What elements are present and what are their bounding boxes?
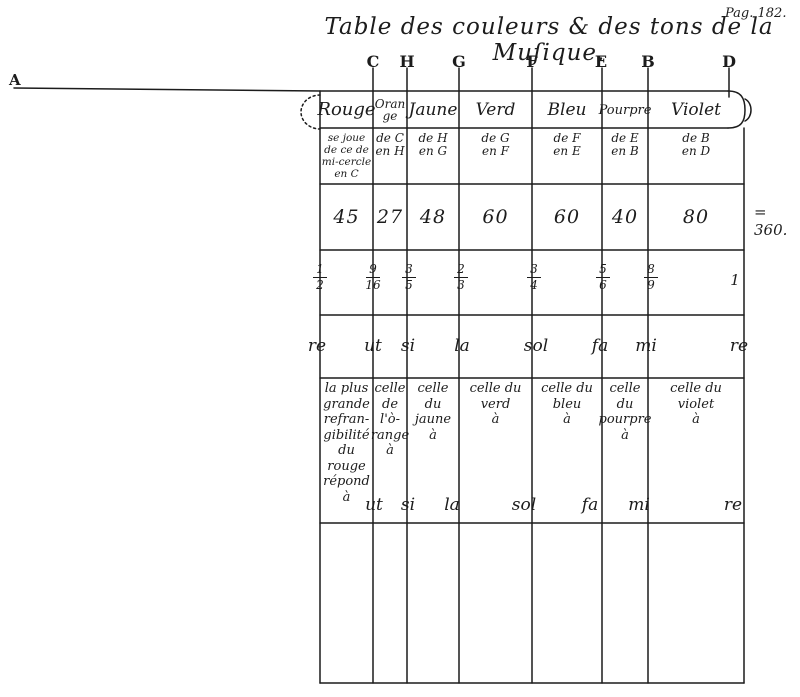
desc-cell-rouge: la plus grande refran- gibilité du rouge…: [323, 381, 370, 505]
fraction-numerator: 8: [644, 263, 658, 278]
color-header-bleu: Bleu: [547, 99, 587, 120]
boundary-letter-f: F: [526, 52, 538, 71]
note-lower-la: la: [444, 495, 460, 515]
dotted-semicircle: [300, 94, 321, 130]
desc-cell-bleu: celle du bleu à: [541, 381, 593, 427]
fraction-denominator: 3: [457, 278, 465, 292]
range-cell-verd: de G en F: [481, 131, 510, 158]
fraction-whole-1: 1: [730, 271, 740, 289]
note-lower-mi: mi: [628, 495, 650, 515]
color-header-rouge: Rouge: [317, 99, 376, 120]
range-cell-bleu: de F en E: [553, 131, 581, 158]
boundary-letter-c: C: [366, 52, 380, 71]
degrees-jaune: 48: [419, 206, 447, 228]
fraction-denominator: 2: [316, 278, 324, 292]
desc-cell-pourpre: celle du pourpre à: [598, 381, 652, 443]
desc-cell-jaune: celle du jaune à: [414, 381, 452, 443]
note-upper-sol: sol: [523, 336, 549, 356]
degrees-violet: 80: [682, 206, 710, 228]
color-header-orange: Oran ge: [374, 97, 406, 123]
page-title: Table des couleurs & des tons de la Muſi…: [324, 14, 774, 66]
boundary-letter-b: B: [641, 52, 655, 71]
fraction-numerator: 5: [596, 263, 610, 278]
fraction-numerator: 1: [313, 263, 327, 278]
a-connector-line: [13, 87, 321, 92]
color-header-verd: Verd: [475, 99, 516, 120]
note-upper-ut: ut: [364, 336, 382, 356]
boundary-letter-e: E: [594, 52, 608, 71]
desc-cell-verd: celle du verd à: [469, 381, 522, 427]
fraction-denominator: 6: [599, 278, 607, 292]
fraction-numerator: 9: [366, 263, 380, 278]
fraction-denominator: 9: [647, 278, 655, 292]
boundary-letter-d: D: [722, 52, 736, 71]
range-cell-orange: de C en H: [375, 131, 405, 158]
note-lower-sol: sol: [511, 495, 537, 515]
range-cell-rouge: se joue de ce de mi-cercle en C: [321, 132, 372, 180]
degrees-orange: 27: [376, 206, 404, 228]
fraction-denominator: 16: [365, 278, 381, 292]
fraction-numerator: 3: [402, 263, 416, 278]
label-a: A: [9, 71, 21, 89]
note-lower-ut: ut: [365, 495, 383, 515]
degrees-rouge: 45: [333, 206, 360, 228]
fraction-9-16: 9 16: [359, 263, 387, 291]
note-lower-si: si: [400, 495, 416, 515]
degrees-bleu: 60: [553, 206, 581, 228]
note-upper-si: si: [400, 336, 416, 356]
note-lower-re: re: [723, 495, 743, 515]
note-upper-re1: re: [307, 336, 327, 356]
range-cell-jaune: de H en G: [418, 131, 448, 158]
desc-cell-orange: celle de l'ò- range à: [370, 381, 410, 458]
note-lower-fa: fa: [581, 495, 599, 515]
range-cell-violet: de B en D: [681, 131, 711, 158]
degrees-sum-label: = 360.: [754, 203, 788, 239]
degrees-pourpre: 40: [611, 206, 639, 228]
fraction-numerator: 2: [454, 263, 468, 278]
degrees-verd: 60: [482, 206, 509, 228]
color-header-jaune: Jaune: [408, 99, 458, 120]
fraction-denominator: 4: [530, 278, 538, 292]
page-number-label: Pag. 182.: [725, 6, 787, 21]
range-cell-pourpre: de E en B: [611, 131, 639, 158]
fraction-numerator: 3: [527, 263, 541, 278]
fraction-denominator: 5: [405, 278, 413, 292]
note-upper-fa: fa: [591, 336, 609, 356]
note-upper-mi: mi: [635, 336, 657, 356]
desc-cell-violet: celle du violet à: [670, 381, 722, 427]
note-upper-re2: re: [729, 336, 749, 356]
color-header-pourpre: Pourpre: [598, 102, 652, 118]
note-upper-la: la: [454, 336, 470, 356]
boundary-letter-g: G: [452, 52, 466, 71]
boundary-letter-h: H: [399, 52, 415, 71]
color-header-violet: Violet: [671, 99, 721, 120]
